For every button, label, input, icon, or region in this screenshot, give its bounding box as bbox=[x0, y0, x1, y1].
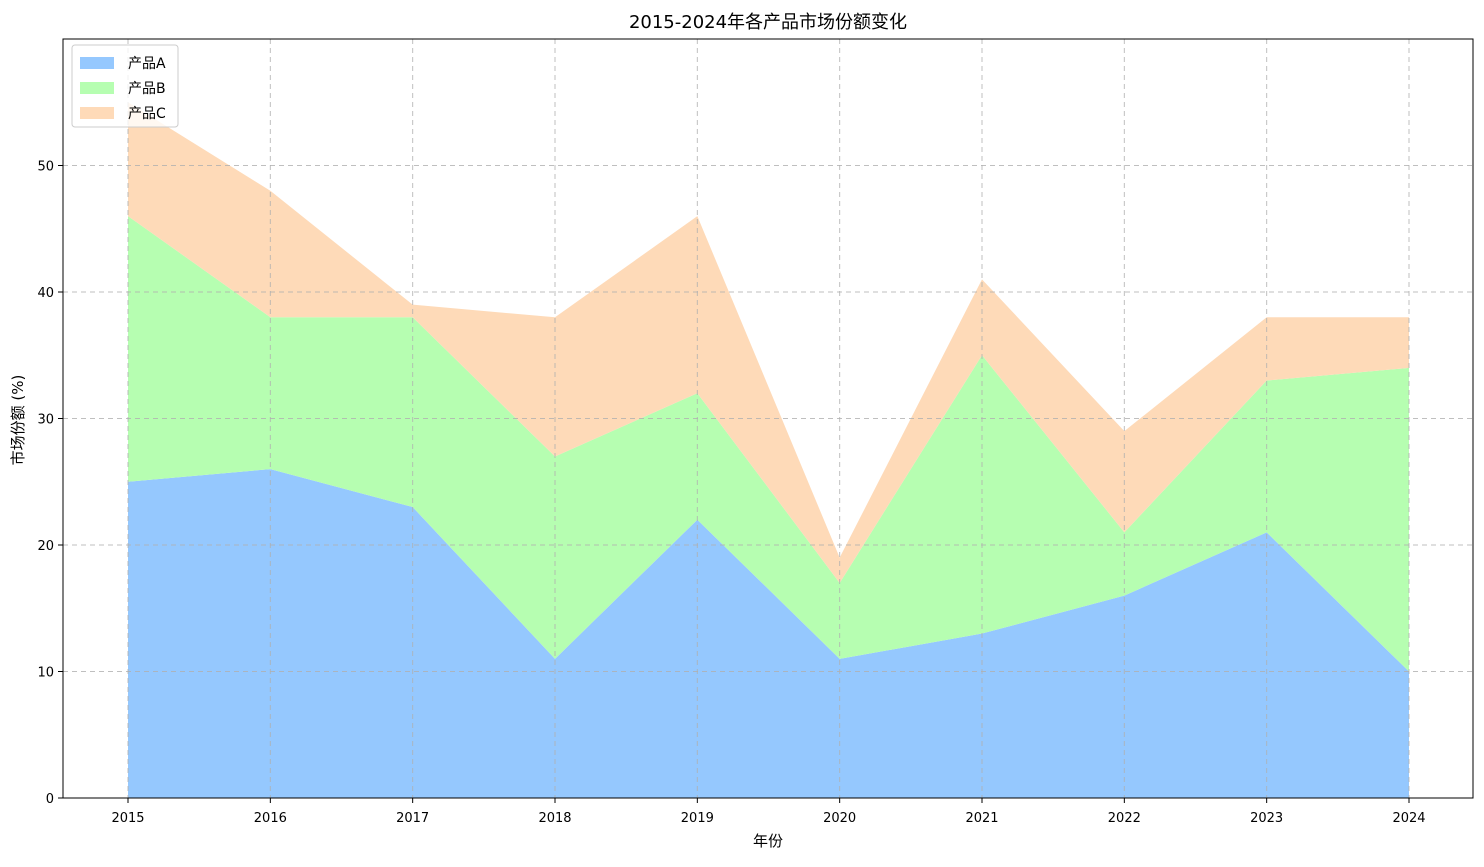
legend-swatch-3 bbox=[80, 107, 114, 119]
y-tick-label: 50 bbox=[37, 160, 54, 175]
x-tick-label: 2015 bbox=[111, 811, 144, 826]
axes-layer: 2015 2016 2017 2018 2019 2020 2021 2022 2023 2024… bbox=[37, 38, 1474, 826]
legend-label-1: 产品A bbox=[128, 56, 166, 72]
legend-label-2: 产品B bbox=[128, 81, 166, 97]
x-tick-label: 2018 bbox=[538, 811, 571, 826]
legend: 产品A 产品B 产品C bbox=[71, 44, 179, 128]
y-tick-label: 10 bbox=[37, 666, 54, 681]
x-tick-label: 2019 bbox=[681, 811, 714, 826]
x-tick-label: 2017 bbox=[396, 811, 429, 826]
chart-title: 2015-2024年各产品市场份额变化 bbox=[629, 12, 907, 33]
x-axis-label: 年份 bbox=[753, 832, 783, 850]
area-series-3 bbox=[128, 102, 1409, 583]
legend-swatch-2 bbox=[80, 82, 114, 94]
x-tick-label: 2023 bbox=[1250, 811, 1283, 826]
y-tick-label: 0 bbox=[46, 792, 54, 807]
areas-layer bbox=[128, 102, 1409, 798]
legend-label-3: 产品C bbox=[128, 106, 166, 122]
x-tick-label: 2024 bbox=[1392, 811, 1425, 826]
area-series-2 bbox=[128, 216, 1409, 672]
y-tick-label: 40 bbox=[37, 286, 54, 301]
x-tick-label: 2021 bbox=[965, 811, 998, 826]
legend-swatch-1 bbox=[80, 57, 114, 69]
y-axis-label: 市场份额 (%) bbox=[9, 375, 27, 466]
y-tick-label: 20 bbox=[37, 539, 54, 554]
y-tick-label: 30 bbox=[37, 413, 54, 428]
x-tick-label: 2020 bbox=[823, 811, 856, 826]
x-tick-label: 2016 bbox=[254, 811, 287, 826]
x-tick-label: 2022 bbox=[1108, 811, 1141, 826]
area-series-1 bbox=[128, 469, 1409, 798]
